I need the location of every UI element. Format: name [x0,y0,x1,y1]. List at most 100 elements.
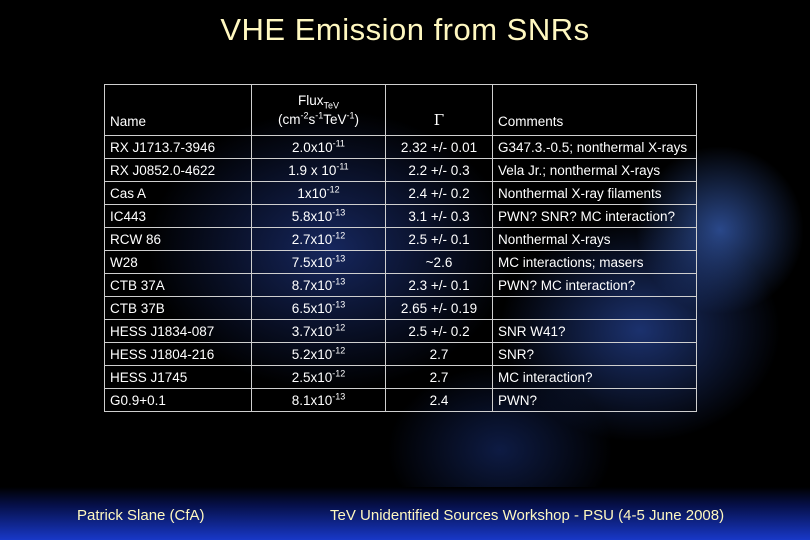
flux-mantissa: 5.2x10 [291,346,333,362]
flux-mantissa: 7.5x10 [291,254,333,270]
flux-exponent: -13 [332,276,346,286]
cell-name: HESS J1834-087 [104,319,252,343]
cell-comment: Nonthermal X-ray filaments [492,181,697,205]
table-row: G0.9+0.1 8.1x10-13 2.4 PWN? [104,388,697,412]
cell-flux: 8.7x10-13 [251,273,386,297]
flux-mantissa: 1.9 x 10 [288,162,337,178]
header-flux-label: Flux [297,93,324,108]
cell-gamma: 2.3 +/- 0.1 [385,273,493,297]
table-body: RX J1713.7-3946 2.0x10-11 2.32 +/- 0.01 G34… [104,135,697,412]
table-row: HESS J1834-087 3.7x10-12 2.5 +/- 0.2 SNR W4… [104,319,697,343]
cell-name: RX J1713.7-3946 [104,135,252,159]
snr-table: Name FluxTeV (cm-2s-1TeV-1) Γ Comments R… [104,84,697,412]
cell-gamma: 2.2 +/- 0.3 [385,158,493,182]
cell-gamma: 2.4 +/- 0.2 [385,181,493,205]
footer-author: Patrick Slane (CfA) [77,507,205,524]
cell-flux: 5.8x10-13 [251,204,386,228]
footer-band [0,487,810,540]
cell-comment: Nonthermal X-rays [492,227,697,251]
cell-name: G0.9+0.1 [104,388,252,412]
cell-name: W28 [104,250,252,274]
cell-flux: 6.5x10-13 [251,296,386,320]
flux-mantissa: 8.1x10 [291,392,333,408]
header-flux: FluxTeV (cm-2s-1TeV-1) [251,84,386,136]
cell-gamma: 2.4 [385,388,493,412]
cell-comment: PWN? SNR? MC interaction? [492,204,697,228]
cell-name: HESS J1804-216 [104,342,252,366]
cell-flux: 8.1x10-13 [251,388,386,412]
flux-mantissa: 6.5x10 [291,300,333,316]
footer-event: TeV Unidentified Sources Workshop - PSU … [330,507,725,524]
cell-gamma: ~2.6 [385,250,493,274]
cell-comment [492,296,697,320]
flux-exponent: -12 [332,368,346,378]
flux-exponent: -11 [336,161,349,171]
flux-mantissa: 3.7x10 [291,323,333,339]
flux-mantissa: 1x10 [297,185,327,201]
cell-name: IC443 [104,204,252,228]
cell-gamma: 2.5 +/- 0.1 [385,227,493,251]
flux-exponent: -12 [332,230,346,240]
cell-name: RCW 86 [104,227,252,251]
flux-exponent: -12 [332,345,346,355]
cell-gamma: 3.1 +/- 0.3 [385,204,493,228]
table-row: RX J1713.7-3946 2.0x10-11 2.32 +/- 0.01 G34… [104,135,697,159]
flux-exponent: -13 [332,391,346,401]
table-row: RCW 86 2.7x10-12 2.5 +/- 0.1 Nonthermal X-r… [104,227,697,251]
flux-exponent: -13 [332,299,346,309]
cell-comment: SNR? [492,342,697,366]
cell-flux: 1.9 x 10-11 [251,158,386,182]
flux-mantissa: 5.8x10 [291,208,333,224]
flux-exponent: -13 [332,207,346,217]
cell-flux: 7.5x10-13 [251,250,386,274]
cell-gamma: 2.65 +/- 0.19 [385,296,493,320]
cell-flux: 5.2x10-12 [251,342,386,366]
flux-exponent: -11 [332,138,345,148]
cell-comment: MC interaction? [492,365,697,389]
flux-mantissa: 2.7x10 [291,231,333,247]
cell-comment: Vela Jr.; nonthermal X-rays [492,158,697,182]
cell-flux: 2.5x10-12 [251,365,386,389]
header-flux-unit-close: ) [354,112,360,127]
cell-name: Cas A [104,181,252,205]
table-row: CTB 37B 6.5x10-13 2.65 +/- 0.19 [104,296,697,320]
header-gamma: Γ [385,84,493,136]
table-row: CTB 37A 8.7x10-13 2.3 +/- 0.1 PWN? MC inter… [104,273,697,297]
cell-name: HESS J1745 [104,365,252,389]
header-flux-exp2: -1 [315,110,324,121]
table-header-row: Name FluxTeV (cm-2s-1TeV-1) Γ Comments [104,84,697,136]
cell-comment: SNR W41? [492,319,697,343]
cell-gamma: 2.7 [385,365,493,389]
header-flux-tev: TeV [323,112,347,127]
cell-comment: G347.3.-0.5; nonthermal X-rays [492,135,697,159]
cell-gamma: 2.32 +/- 0.01 [385,135,493,159]
header-flux-exp3: -1 [346,110,355,121]
table-row: W28 7.5x10-13 ~2.6 MC interactions; masers [104,250,697,274]
cell-flux: 2.7x10-12 [251,227,386,251]
flux-exponent: -13 [332,253,346,263]
cell-name: RX J0852.0-4622 [104,158,252,182]
flux-mantissa: 2.0x10 [292,139,333,155]
cell-flux: 2.0x10-11 [251,135,386,159]
cell-flux: 1x10-12 [251,181,386,205]
cell-comment: MC interactions; masers [492,250,697,274]
header-flux-exp1: -2 [300,110,309,121]
table-row: RX J0852.0-4622 1.9 x 10-11 2.2 +/- 0.3 Vel… [104,158,697,182]
flux-mantissa: 2.5x10 [291,369,333,385]
cell-name: CTB 37B [104,296,252,320]
cell-comment: PWN? MC interaction? [492,273,697,297]
table-row: HESS J1804-216 5.2x10-12 2.7 SNR? [104,342,697,366]
header-name: Name [104,84,252,136]
table-row: HESS J1745 2.5x10-12 2.7 MC interaction? [104,365,697,389]
header-comments: Comments [492,84,697,136]
header-flux-subscript: TeV [323,100,340,111]
cell-gamma: 2.7 [385,342,493,366]
flux-exponent: -12 [326,184,340,194]
cell-flux: 3.7x10-12 [251,319,386,343]
cell-gamma: 2.5 +/- 0.2 [385,319,493,343]
cell-comment: PWN? [492,388,697,412]
flux-mantissa: 8.7x10 [291,277,333,293]
flux-exponent: -12 [332,322,346,332]
table-row: Cas A 1x10-12 2.4 +/- 0.2 Nonthermal X-ray … [104,181,697,205]
header-flux-s: s [308,112,316,127]
